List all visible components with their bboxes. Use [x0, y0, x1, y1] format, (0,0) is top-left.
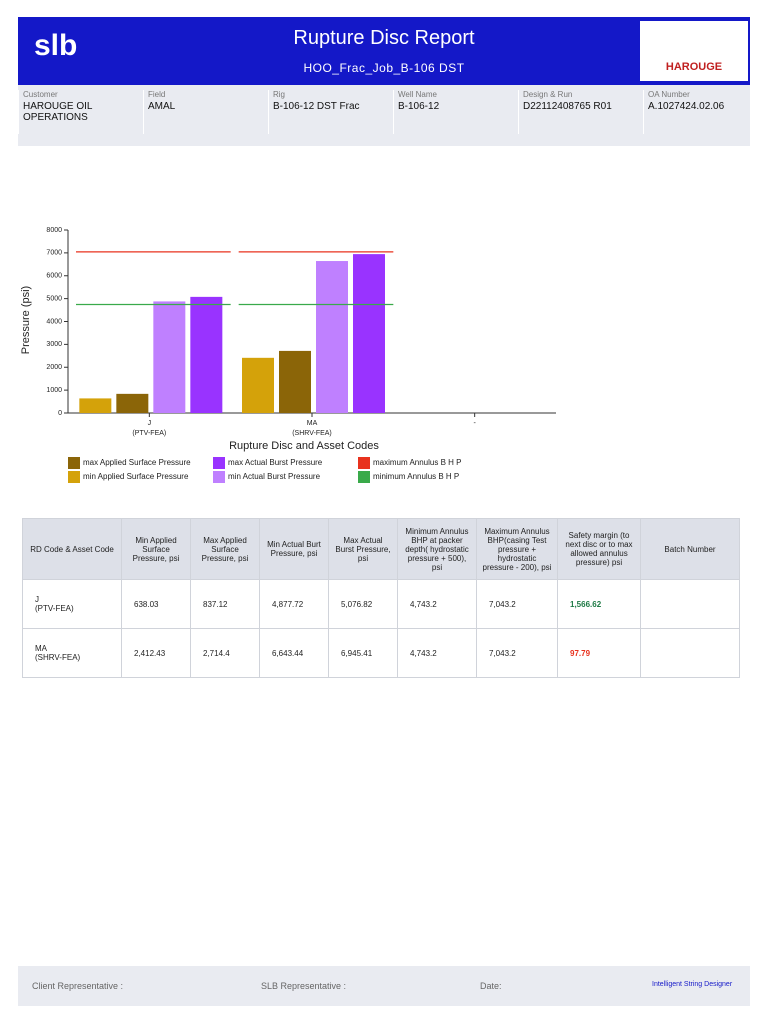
info-field: OA Number A.1027424.02.06: [643, 90, 760, 134]
y-tick-label: 6000: [46, 273, 62, 280]
footer: Client Representative : SLB Representati…: [18, 966, 750, 1006]
y-tick-label: 0: [58, 410, 62, 417]
table-cell: 638.03: [121, 579, 191, 629]
legend-swatch: [213, 457, 225, 469]
y-tick-label: 5000: [46, 295, 62, 302]
bar: [79, 398, 112, 413]
legend-label: minimum Annulus B H P: [373, 472, 459, 481]
column-header: Min Actual Burt Pressure, psi: [259, 518, 329, 580]
legend-swatch: [358, 457, 370, 469]
info-label: Well Name: [398, 90, 437, 99]
y-tick-label: 7000: [46, 250, 62, 257]
info-field: Rig B-106-12 DST Frac: [268, 90, 385, 134]
batch-cell: [640, 579, 740, 629]
table-cell: 6,945.41: [328, 628, 398, 678]
column-header: Minimum Annulus BHP at packer depth( hyd…: [397, 518, 477, 580]
legend-label: maximum Annulus B H P: [373, 458, 461, 467]
y-tick-label: 1000: [46, 387, 62, 394]
table-cell: 2,412.43: [121, 628, 191, 678]
y-tick-label: 4000: [46, 318, 62, 325]
column-header: Max Applied Surface Pressure, psi: [190, 518, 260, 580]
table-cell: 4,877.72: [259, 579, 329, 629]
table-cell: MA (SHRV-FEA): [22, 628, 122, 678]
table-cell: 4,743.2: [397, 628, 477, 678]
legend-swatch: [68, 471, 80, 483]
info-field: Well Name B-106-12: [393, 90, 510, 134]
batch-cell: [640, 628, 740, 678]
bar: [279, 350, 311, 413]
logo: slb: [34, 29, 78, 62]
info-label: Customer: [23, 90, 58, 99]
column-header: Max Actual Burst Pressure, psi: [328, 518, 398, 580]
table-cell: 7,043.2: [476, 579, 558, 629]
table-cell: 7,043.2: [476, 628, 558, 678]
table-cell: 2,714.4: [190, 628, 260, 678]
table-cell: J (PTV-FEA): [22, 579, 122, 629]
column-header: Batch Number: [640, 518, 740, 580]
table-row: MA (SHRV-FEA) 2,412.43 2,714.4 6,643.44 6,94…: [22, 628, 740, 678]
y-axis-label: Pressure (psi): [20, 286, 32, 354]
y-tick-label: 2000: [46, 364, 62, 371]
client-signature: Client Representative :: [32, 981, 124, 991]
slb-signature: SLB Representative :: [261, 981, 347, 991]
column-header: Maximum Annulus BHP(casing Test pressure…: [476, 518, 558, 580]
info-field: Field AMAL: [143, 90, 260, 134]
info-value: B-106-12 DST Frac: [273, 101, 360, 112]
info-label: Field: [148, 90, 166, 99]
column-header: Min Applied Surface Pressure, psi: [121, 518, 191, 580]
bar: [153, 301, 186, 413]
legend-label: min Applied Surface Pressure: [83, 472, 189, 481]
date: Date:: [480, 981, 502, 991]
legend-label: max Actual Burst Pressure: [228, 458, 323, 467]
y-tick-label: 8000: [46, 227, 62, 234]
legend-label: max Applied Surface Pressure: [83, 458, 191, 467]
bar: [316, 261, 348, 413]
column-header: Safety margin (to next disc or to max al…: [557, 518, 641, 580]
legend-swatch: [358, 471, 370, 483]
x-tick-code: (PTV-FEA): [132, 430, 166, 437]
column-header: RD Code & Asset Code: [22, 518, 122, 580]
info-row: Customer HAROUGE OIL OPERATIONS Field AMAL R…: [18, 85, 750, 146]
x-axis-label: Rupture Disc and Asset Codes: [229, 440, 379, 452]
header-row: RD Code & Asset Code Min Applied Surface …: [22, 518, 740, 580]
x-tick-label: -: [473, 420, 476, 427]
info-label: Rig: [273, 90, 286, 99]
report-subtitle: HOO_Frac_Job_B-106 DST: [303, 61, 465, 75]
info-value: A.1027424.02.06: [648, 101, 725, 112]
info-label: Design & Run: [523, 90, 573, 99]
bar: [190, 296, 223, 413]
partner-logo: HAROUGE: [640, 21, 748, 81]
legend-swatch: [68, 457, 80, 469]
table-cell: 837.12: [190, 579, 260, 629]
table-row: J (PTV-FEA) 638.03 837.12 4,877.72 5,076.82 4…: [22, 579, 740, 629]
x-tick-code: (SHRV-FEA): [292, 430, 332, 437]
y-tick-label: 3000: [46, 341, 62, 348]
bar: [353, 254, 385, 413]
legend-label: min Actual Burst Pressure: [228, 472, 321, 481]
x-tick-label: MA: [307, 420, 318, 427]
x-tick-label: J: [148, 420, 152, 427]
info-value: AMAL: [148, 101, 176, 112]
info-field: Customer HAROUGE OIL OPERATIONS: [18, 90, 135, 134]
header: slb Rupture Disc Report HOO_Frac_Job_B-1…: [18, 17, 750, 85]
info-value: HAROUGE OIL OPERATIONS: [23, 101, 93, 123]
table-cell: 6,643.44: [259, 628, 329, 678]
table-cell: 1,566.62: [557, 579, 641, 629]
table-cell: 4,743.2: [397, 579, 477, 629]
brand: Intelligent String Designer: [652, 981, 733, 988]
info-value: B-106-12: [398, 101, 440, 112]
bar: [116, 393, 149, 413]
table-cell: 97.79: [557, 628, 641, 678]
info-label: OA Number: [648, 90, 690, 99]
table-cell: 5,076.82: [328, 579, 398, 629]
info-field: Design & Run D22112408765 R01: [518, 90, 635, 134]
legend-swatch: [213, 471, 225, 483]
bar: [242, 357, 274, 413]
chart: Pressure (psi) Rupture Disc and Asset Co…: [20, 227, 556, 483]
data-table: RD Code & Asset Code Min Applied Surface …: [22, 518, 740, 678]
info-value: D22112408765 R01: [523, 101, 612, 112]
report-title: Rupture Disc Report: [293, 27, 475, 49]
